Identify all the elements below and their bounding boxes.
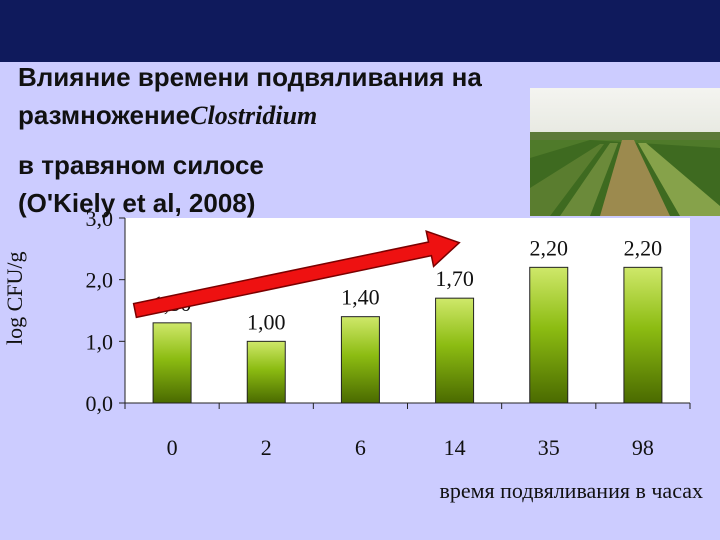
title-line-2-text: размножение <box>18 100 191 130</box>
title-line-2: размножениеClostridium <box>18 100 317 131</box>
y-tick-label: 1,0 <box>86 329 114 354</box>
data-label: 2,20 <box>624 235 663 260</box>
trend-arrow <box>132 230 461 319</box>
bar-0 <box>152 322 192 404</box>
y-axis-label: log CFU/g <box>2 251 27 345</box>
title-citation: (O'Kiely et al, 2008) <box>18 188 256 218</box>
bar-14 <box>435 297 475 404</box>
data-label: 1,00 <box>247 309 286 334</box>
y-tick-label: 2,0 <box>86 268 114 293</box>
field-photo <box>530 88 720 216</box>
bar-98 <box>623 266 663 404</box>
title-line-1: Влияние времени подвяливания на <box>18 62 482 92</box>
data-label: 1,40 <box>341 285 380 310</box>
x-tick-label: 6 <box>355 435 366 460</box>
x-tick-label: 14 <box>444 435 466 460</box>
x-axis-label: время подвяливания в часах <box>439 478 703 503</box>
title-italic-genus: Clostridium <box>190 101 318 130</box>
x-tick-label: 2 <box>261 435 272 460</box>
data-label: 2,20 <box>530 235 569 260</box>
bar-2 <box>246 340 286 404</box>
x-tick-label: 35 <box>538 435 560 460</box>
data-label: 1,70 <box>435 266 474 291</box>
bar-35 <box>529 266 569 404</box>
header-band <box>0 0 720 62</box>
bar-6 <box>340 316 380 404</box>
x-tick-label: 98 <box>632 435 654 460</box>
trend-arrow-shape <box>132 230 461 319</box>
y-tick-label: 3,0 <box>86 206 114 231</box>
x-tick-label: 0 <box>167 435 178 460</box>
title-line-3: в травяном силосе <box>18 150 264 180</box>
y-tick-label: 0,0 <box>86 391 114 416</box>
